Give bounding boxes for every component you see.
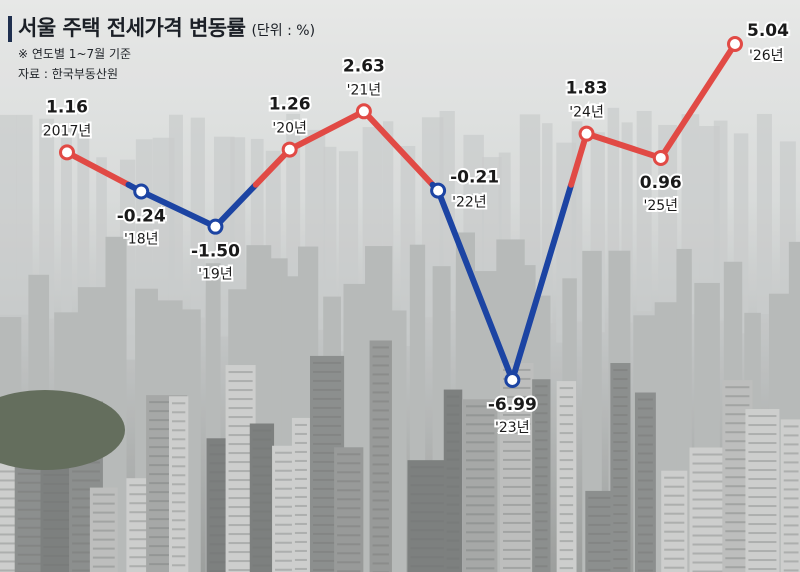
chart-header: 서울 주택 전세가격 변동률 (단위 : %) ※ 연도별 1~7월 기준 자료…	[8, 12, 316, 82]
data-label: 1.83	[566, 79, 608, 99]
series-line-segment	[138, 188, 219, 230]
data-point	[133, 183, 150, 200]
data-label: 1.26	[269, 95, 311, 115]
x-tick-label: '21년	[347, 82, 382, 98]
x-tick-label: '23년	[495, 420, 530, 436]
series-line-segment	[583, 130, 664, 161]
data-label: 2.63	[343, 56, 385, 76]
x-tick-label: '19년	[198, 267, 233, 283]
data-label: -1.50	[191, 242, 240, 262]
data-point	[504, 372, 521, 388]
x-tick-label: '22년	[452, 195, 487, 211]
tree-area	[0, 390, 125, 470]
data-label: 1.16	[46, 97, 88, 117]
data-label: -0.21	[450, 168, 499, 188]
series-line-segment	[568, 130, 590, 188]
title-accent-bar	[8, 16, 12, 42]
chart-title: 서울 주택 전세가격 변동률	[18, 16, 246, 40]
data-point	[430, 182, 447, 199]
x-tick-label: '24년	[569, 105, 604, 121]
x-tick-label: '26년	[749, 48, 784, 64]
data-point	[355, 103, 372, 120]
x-tick-label: '20년	[272, 121, 307, 137]
series-line-segment	[509, 181, 575, 383]
series-line-segment	[360, 108, 436, 188]
unit-label: (단위 : %)	[251, 23, 316, 39]
x-tick-label: '25년	[644, 198, 679, 214]
data-label: -0.24	[117, 206, 166, 226]
series-line-segment	[64, 149, 132, 188]
series-line-segment	[286, 108, 367, 153]
data-point	[578, 125, 595, 142]
data-label: 5.04	[747, 21, 789, 41]
series-line-segment	[435, 187, 516, 383]
series-line-segment	[657, 41, 738, 161]
basis-note: ※ 연도별 1~7월 기준	[18, 47, 132, 61]
data-point	[652, 149, 669, 166]
data-label: 0.96	[640, 173, 682, 193]
x-tick-label: 2017년	[43, 123, 92, 139]
data-point	[281, 141, 298, 158]
data-label: -6.99	[488, 395, 537, 415]
data-point	[727, 36, 743, 52]
data-point	[59, 144, 75, 161]
source-label: 자료 : 한국부동산원	[18, 67, 118, 81]
data-point	[207, 218, 224, 235]
series-line-segment	[212, 181, 259, 230]
series-line-segment	[252, 146, 293, 188]
x-tick-label: '18년	[124, 231, 159, 247]
